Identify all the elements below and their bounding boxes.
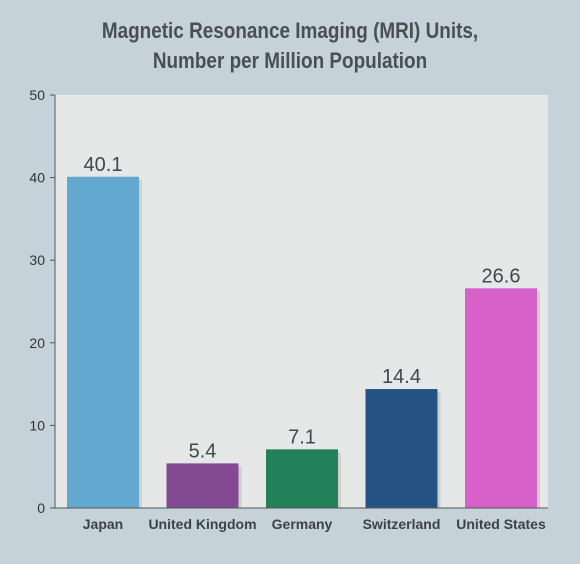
x-category-label: Switzerland: [363, 516, 441, 532]
x-category-label: Germany: [272, 516, 333, 532]
x-category-label: United States: [456, 516, 546, 532]
bar-value-label: 14.4: [382, 366, 421, 388]
bar: [166, 463, 239, 508]
chart-title: Magnetic Resonance Imaging (MRI) Units, …: [41, 16, 540, 76]
bar-value-label: 26.6: [482, 265, 521, 287]
bar: [67, 176, 139, 509]
x-category-label: United Kingdom: [148, 516, 256, 532]
y-tick-label: 50: [29, 87, 45, 103]
value-labels: 40.1 5.4 7.1 14.4 26.6: [84, 154, 521, 463]
bar-value-label: 40.1: [84, 154, 123, 176]
y-tick-label: 0: [37, 500, 45, 516]
x-axis: Japan United Kingdom Germany Switzerland Uni…: [55, 507, 548, 532]
bars: [67, 176, 540, 509]
bar-value-label: 5.4: [189, 440, 217, 462]
bar: [465, 288, 537, 508]
y-axis: 0 10 20 30 40 50: [29, 87, 56, 516]
x-category-label: Japan: [83, 516, 123, 532]
y-tick-label: 20: [29, 335, 45, 351]
bar: [365, 389, 438, 508]
chart-title-line-1: Magnetic Resonance Imaging (MRI) Units,: [101, 18, 479, 43]
y-tick-label: 40: [29, 170, 45, 186]
y-tick-label: 10: [29, 417, 45, 433]
bar-value-label: 7.1: [288, 426, 316, 448]
bar: [266, 449, 338, 508]
y-tick-label: 30: [29, 252, 45, 268]
chart-subtitle: Number per Million Population: [152, 48, 428, 73]
